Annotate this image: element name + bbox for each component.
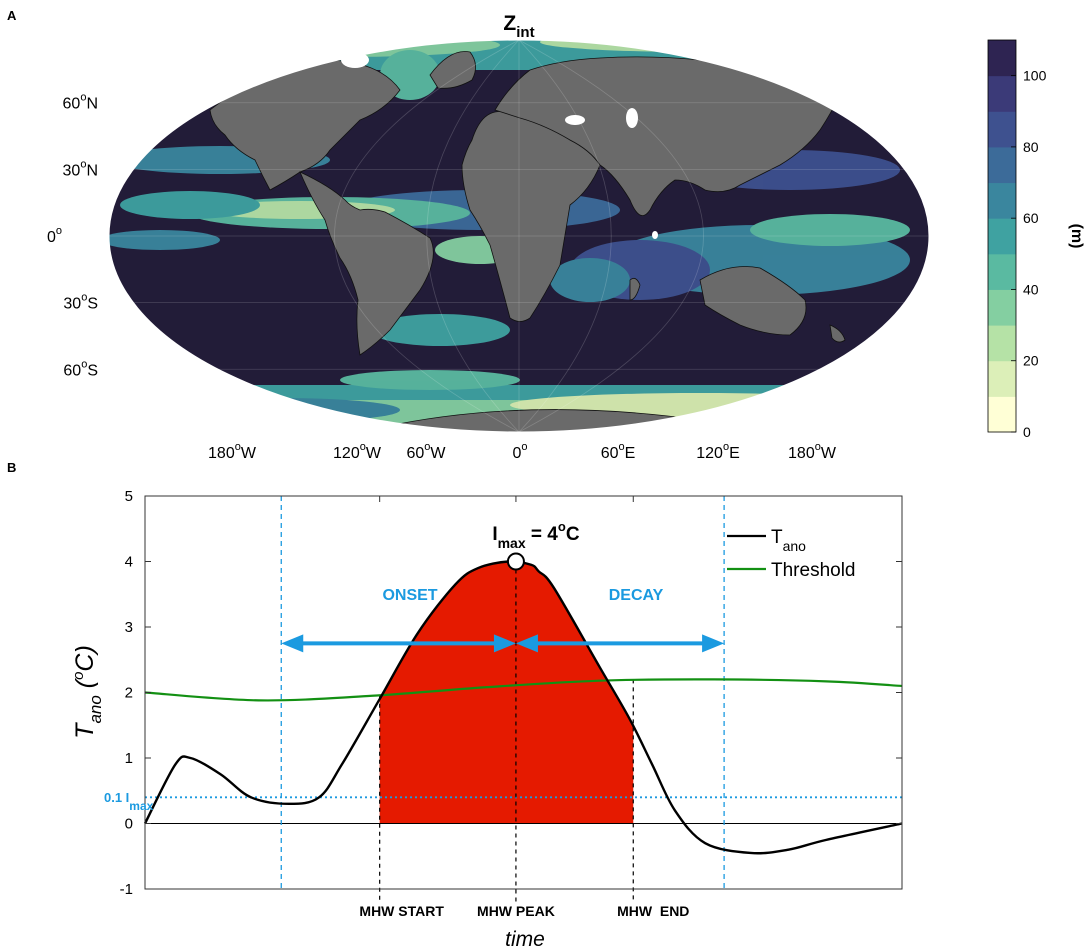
onset-arrow xyxy=(281,634,516,653)
colorbar-block xyxy=(988,146,1016,184)
panel-b: B -1 0 xyxy=(7,460,903,951)
legend-label-tano: Tano xyxy=(771,527,806,554)
mhw-start-label: MHW START xyxy=(359,903,444,919)
y-tick-label: 0 xyxy=(125,816,133,833)
panel-b-letter: B xyxy=(7,460,16,475)
decay-arrow xyxy=(515,634,725,653)
mhw-peak-label: MHW PEAK xyxy=(477,903,555,919)
lon-labels: 180oW 120oW 60oW 0o 60oE 120oE 180oW xyxy=(208,441,837,462)
peak-marker xyxy=(506,552,525,571)
lon-label: 120oE xyxy=(696,441,740,462)
mhw-end-label: MHW END xyxy=(617,903,689,919)
lat-label: 0o xyxy=(47,225,62,246)
lon-label: 180oW xyxy=(788,441,837,462)
map-white-spots xyxy=(341,52,658,239)
colorbar-tick-label: 20 xyxy=(1023,353,1039,369)
map-graticule xyxy=(109,40,929,432)
threshold-series xyxy=(144,678,903,702)
imax-annotation: Imax = 4oC xyxy=(492,519,580,551)
colorbar-block xyxy=(988,325,1016,362)
lat-labels: 60oN 30oN 0o 30oS 60oS xyxy=(47,92,98,380)
y-tick-label: 5 xyxy=(125,488,133,505)
lat-label: 60oS xyxy=(63,358,98,379)
mhw-area-fill xyxy=(379,561,634,824)
colorbar-tick-label: 40 xyxy=(1023,281,1039,297)
lon-label: 120oW xyxy=(333,441,382,462)
lat-label: 30oS xyxy=(63,292,98,313)
colorbar-block xyxy=(988,75,1016,112)
map xyxy=(108,39,930,433)
pct-label: 0.1 Imax xyxy=(104,790,154,813)
colorbar-tick-label: 100 xyxy=(1023,68,1047,84)
panel-a: A Zint xyxy=(7,8,1084,462)
colorbar-tick-label: 60 xyxy=(1023,210,1039,226)
onset-label: ONSET xyxy=(382,587,437,604)
legend: Tano Threshold xyxy=(727,527,856,581)
legend-label-threshold: Threshold xyxy=(771,560,856,581)
lat-label: 30oN xyxy=(63,158,98,179)
colorbar: 0 20 40 60 80 100 (m) xyxy=(987,39,1084,440)
lon-label: 60oE xyxy=(601,441,636,462)
lon-label: 0o xyxy=(512,441,527,462)
top-ticks xyxy=(379,496,634,502)
map-frame xyxy=(108,39,930,433)
colorbar-tick-label: 80 xyxy=(1023,139,1039,155)
lat-label: 60oN xyxy=(63,92,98,113)
colorbar-block xyxy=(988,182,1016,219)
y-tick-label: 3 xyxy=(125,619,133,636)
y-tick-label: 2 xyxy=(125,685,133,702)
colorbar-unit-label: (m) xyxy=(1068,224,1084,249)
colorbar-tick-label: 0 xyxy=(1023,424,1031,440)
colorbar-block xyxy=(988,289,1016,326)
y-tick-label: 4 xyxy=(125,554,133,571)
colorbar-frame xyxy=(987,39,1017,433)
plot-area: -1 0 1 2 3 4 5 Imax = 4oC ONSET DECAY 0.1 Imax… xyxy=(104,488,903,902)
lon-label: 60oW xyxy=(406,441,446,462)
colorbar-block xyxy=(988,40,1016,77)
map-title: Zint xyxy=(503,12,534,41)
panel-a-letter: A xyxy=(7,8,17,23)
y-ticks: -1 0 1 2 3 4 5 xyxy=(120,488,902,898)
y-axis-label: Tano (oC) xyxy=(70,645,105,739)
y-tick-label: -1 xyxy=(120,881,133,898)
map-land xyxy=(209,51,846,432)
lon-label: 180oW xyxy=(208,441,257,462)
colorbar-block xyxy=(988,396,1016,433)
colorbar-block xyxy=(988,360,1016,397)
colorbar-block xyxy=(988,218,1016,255)
colorbar-block xyxy=(988,253,1016,290)
y-tick-label: 1 xyxy=(125,750,133,767)
x-axis-label: time xyxy=(505,928,545,951)
decay-label: DECAY xyxy=(609,587,664,604)
colorbar-block xyxy=(988,111,1016,148)
